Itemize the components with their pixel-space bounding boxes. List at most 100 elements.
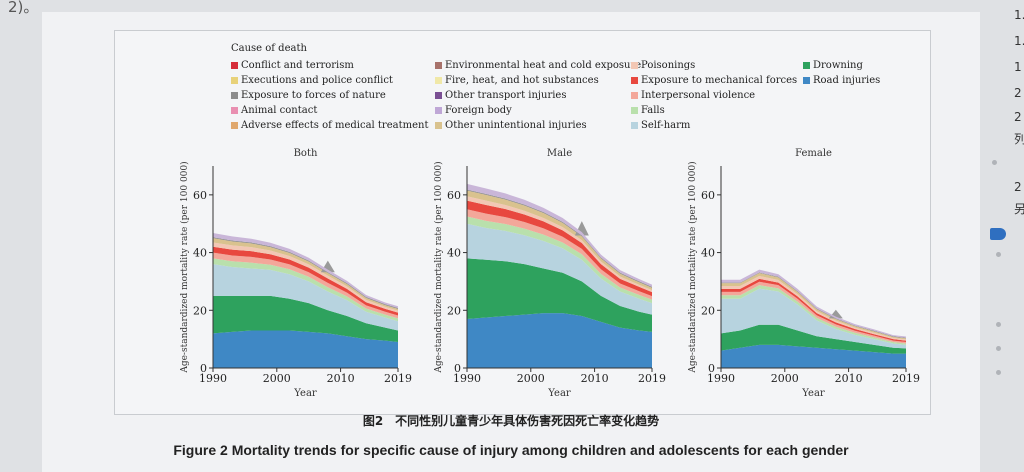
legend-swatch <box>803 62 810 69</box>
panel-title: Female <box>795 148 832 159</box>
area-series <box>213 258 398 322</box>
area-series <box>467 223 652 315</box>
legend-column: Poisonings Exposure to mechanical forces I… <box>631 58 797 133</box>
area-series <box>467 196 652 293</box>
legend-item: Poisonings <box>631 58 797 73</box>
x-tick-label: 1990 <box>199 372 227 385</box>
legend-swatch <box>631 62 638 69</box>
legend-item: Road injuries <box>803 73 880 88</box>
legend-swatch <box>231 92 238 99</box>
bookmark-marker[interactable] <box>990 228 1006 240</box>
legend-item: Self-harm <box>631 118 797 133</box>
legend-swatch <box>231 122 238 129</box>
legend-item: Foreign body <box>435 103 641 118</box>
legend-swatch <box>631 122 638 129</box>
x-tick-label: 2010 <box>581 372 609 385</box>
legend-item: Executions and police conflict <box>231 73 428 88</box>
area-series <box>213 330 398 368</box>
legend-swatch <box>231 62 238 69</box>
x-tick-label: 2000 <box>771 372 799 385</box>
panel-title: Male <box>547 148 572 159</box>
x-tick-label: 2010 <box>835 372 863 385</box>
legend-swatch <box>631 77 638 84</box>
area-series <box>213 246 398 316</box>
area-series <box>721 344 906 368</box>
legend-column: Environmental heat and cold exposure Fire… <box>435 58 641 133</box>
area-series <box>467 183 652 287</box>
area-series <box>213 252 398 319</box>
legend-swatch <box>631 92 638 99</box>
legend-label: Other unintentional injuries <box>445 120 587 131</box>
area-series <box>213 238 398 311</box>
x-axis-label: Year <box>293 388 317 399</box>
y-axis-label: Age-standardized mortality rate (per 100… <box>179 161 190 373</box>
legend-swatch <box>435 107 442 114</box>
legend-label: Foreign body <box>445 105 512 116</box>
margin-fragment: 2 <box>1014 86 1022 100</box>
legend-label: Exposure to forces of nature <box>241 90 386 101</box>
legend-item: Fire, heat, and hot substances <box>435 73 641 88</box>
area-series <box>721 281 906 344</box>
area-series <box>721 269 906 338</box>
margin-dot <box>996 322 1001 327</box>
x-tick-label: 2019 <box>638 372 666 385</box>
x-axis-label: Year <box>801 388 825 399</box>
legend-swatch <box>231 77 238 84</box>
margin-dot <box>996 346 1001 351</box>
legend-label: Road injuries <box>813 75 881 86</box>
x-tick-label: 1990 <box>707 372 735 385</box>
legend-item: Conflict and terrorism <box>231 58 428 73</box>
legend-label: Environmental heat and cold exposure <box>445 60 642 71</box>
legend-label: Falls <box>641 105 665 116</box>
margin-fragment: 2 <box>1014 180 1022 194</box>
legend-item: Other transport injuries <box>435 88 641 103</box>
x-tick-label: 1990 <box>453 372 481 385</box>
panel-title: Both <box>294 148 318 159</box>
legend-swatch <box>435 92 442 99</box>
legend-column: Conflict and terrorism Executions and pol… <box>231 58 428 133</box>
legend-item: Falls <box>631 103 797 118</box>
area-series <box>467 216 652 304</box>
legend-column: Drowning Road injuries <box>803 58 880 88</box>
area-series <box>721 324 906 354</box>
y-tick-label: 60 <box>447 189 461 202</box>
y-tick-label: 0 <box>708 362 715 375</box>
legend-item: Other unintentional injuries <box>435 118 641 133</box>
margin-fragment: 列 <box>1014 132 1024 146</box>
legend-label: Poisonings <box>641 60 696 71</box>
y-tick-label: 0 <box>200 362 207 375</box>
legend-label: Exposure to mechanical forces <box>641 75 798 86</box>
y-tick-label: 20 <box>447 304 461 317</box>
legend-label: Interpersonal violence <box>641 90 756 101</box>
legend-item: Animal contact <box>231 103 428 118</box>
x-tick-label: 2000 <box>263 372 291 385</box>
legend-label: Drowning <box>813 60 863 71</box>
legend-item: Exposure to forces of nature <box>231 88 428 103</box>
legend-item: Adverse effects of medical treatment <box>231 118 428 133</box>
legend-label: Other transport injuries <box>445 90 567 101</box>
y-axis-label: Age-standardized mortality rate (per 100… <box>687 161 698 373</box>
margin-fragment: 1. <box>1014 8 1024 22</box>
margin-dot <box>992 160 997 165</box>
y-tick-label: 40 <box>701 247 715 260</box>
legend-swatch <box>435 62 442 69</box>
legend-item: Drowning <box>803 58 880 73</box>
legend-swatch <box>435 122 442 129</box>
area-series <box>467 190 652 291</box>
y-axis-label: Age-standardized mortality rate (per 100… <box>433 161 444 373</box>
preceding-text: 2)。 <box>8 0 39 16</box>
area-series <box>213 232 398 308</box>
legend-swatch <box>231 107 238 114</box>
y-tick-label: 20 <box>193 304 207 317</box>
y-tick-label: 40 <box>447 247 461 260</box>
margin-dot <box>996 252 1001 257</box>
legend-swatch <box>631 107 638 114</box>
legend-label: Conflict and terrorism <box>241 60 354 71</box>
area-series <box>213 264 398 331</box>
document-page: Cause of death Conflict and terrorism Exe… <box>42 12 980 472</box>
area-series <box>467 313 652 368</box>
x-tick-label: 2000 <box>517 372 545 385</box>
figure-caption-english: Figure 2 Mortality trends for specific c… <box>173 442 849 458</box>
y-tick-label: 0 <box>454 362 461 375</box>
